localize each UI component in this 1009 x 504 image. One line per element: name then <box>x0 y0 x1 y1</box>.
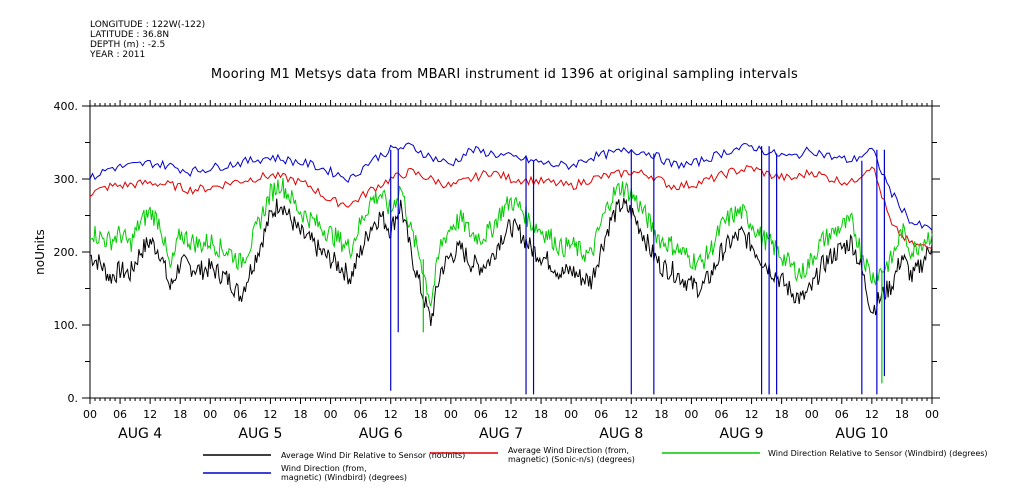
x-tick-label: 12 <box>865 408 879 421</box>
x-tick-label: 12 <box>745 408 759 421</box>
x-tick-label: 06 <box>594 408 608 421</box>
x-tick-label: 12 <box>263 408 277 421</box>
x-day-label: AUG 10 <box>835 426 888 442</box>
y-tick-label: 100. <box>54 319 79 332</box>
x-tick-label: 18 <box>173 408 187 421</box>
y-tick-label: 200. <box>54 246 79 259</box>
x-tick-label: 18 <box>895 408 909 421</box>
y-tick-label: 400. <box>54 100 79 113</box>
legend-label: Wind Direction Relative to Sensor (Windb… <box>768 449 988 458</box>
x-tick-label: 18 <box>534 408 548 421</box>
year-label: YEAR : 2011 <box>90 50 146 60</box>
x-tick-label: 06 <box>715 408 729 421</box>
x-tick-label: 06 <box>113 408 127 421</box>
latitude-label: LATITUDE : 36.8N <box>90 30 170 40</box>
series-line <box>89 177 933 307</box>
x-tick-label: 00 <box>203 408 217 421</box>
series-line <box>89 164 933 249</box>
x-tick-label: 12 <box>624 408 638 421</box>
x-tick-label: 18 <box>294 408 308 421</box>
x-tick-label: 00 <box>83 408 97 421</box>
depth-label: DEPTH (m) : -2.5 <box>90 40 166 50</box>
y-axis-label: noUnits <box>33 229 47 275</box>
x-tick-label: 06 <box>835 408 849 421</box>
x-day-label: AUG 5 <box>238 426 282 442</box>
longitude-label: LONGITUDE : 122W(-122) <box>90 20 206 30</box>
legend-label: magnetic) (Sonic-n/s) (degrees) <box>508 455 635 464</box>
legend-label: Average Wind Direction (from, <box>508 446 629 455</box>
x-tick-label: 18 <box>414 408 428 421</box>
legend-label: Average Wind Dir Relative to Sensor (noU… <box>281 451 465 460</box>
x-tick-label: 18 <box>654 408 668 421</box>
x-tick-label: 12 <box>384 408 398 421</box>
series-line <box>89 142 933 231</box>
x-tick-label: 00 <box>805 408 819 421</box>
x-tick-label: 12 <box>143 408 157 421</box>
legend-label: magnetic) (Windbird) (degrees) <box>281 473 407 482</box>
x-day-label: AUG 9 <box>720 426 764 442</box>
y-tick-label: 0. <box>68 392 79 405</box>
x-tick-label: 00 <box>324 408 338 421</box>
x-day-label: AUG 8 <box>599 426 643 442</box>
series-line <box>89 197 933 326</box>
x-tick-label: 00 <box>564 408 578 421</box>
chart-title: Mooring M1 Metsys data from MBARI instru… <box>210 67 799 82</box>
x-tick-label: 06 <box>233 408 247 421</box>
legend-label: Wind Direction (from, <box>281 464 367 473</box>
metadata-block: LONGITUDE : 122W(-122) LATITUDE : 36.8N … <box>90 20 205 60</box>
x-tick-label: 00 <box>444 408 458 421</box>
x-tick-label: 00 <box>684 408 698 421</box>
x-day-label: AUG 4 <box>118 426 162 442</box>
x-tick-label: 18 <box>775 408 789 421</box>
x-tick-label: 00 <box>925 408 939 421</box>
x-tick-label: 06 <box>354 408 368 421</box>
x-tick-label: 06 <box>474 408 488 421</box>
x-day-label: AUG 7 <box>479 426 523 442</box>
x-tick-label: 12 <box>504 408 518 421</box>
y-tick-label: 300. <box>54 173 79 186</box>
x-day-label: AUG 6 <box>359 426 403 442</box>
